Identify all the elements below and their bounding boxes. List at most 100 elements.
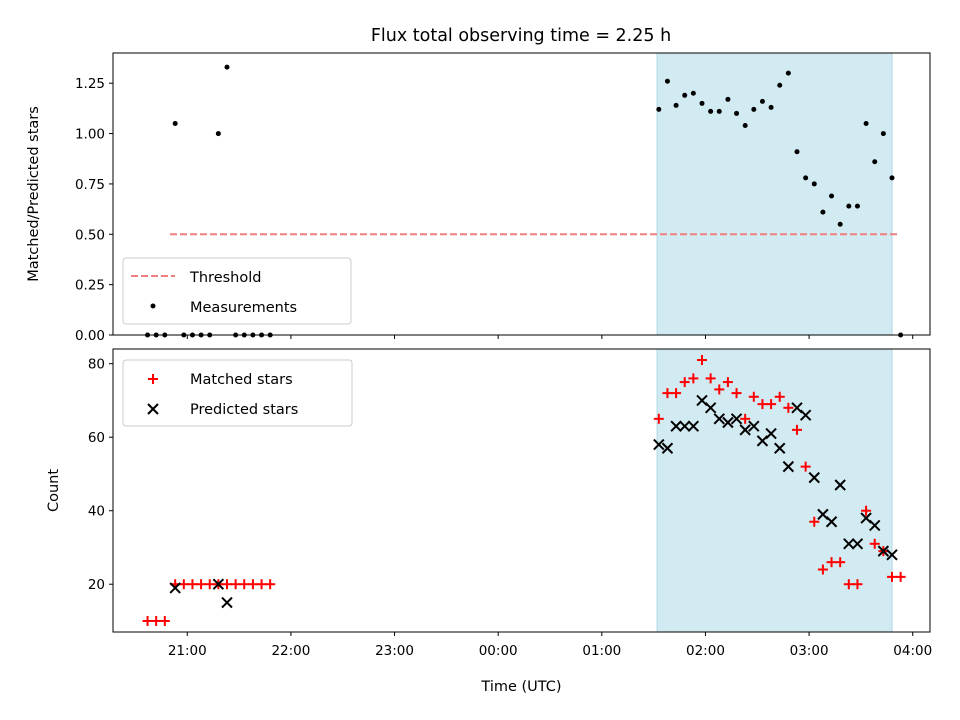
top-legend: Threshold Measurements xyxy=(122,257,352,325)
matched-star-point xyxy=(151,615,162,626)
predicted-star-point xyxy=(739,424,751,436)
matched-star-point xyxy=(256,579,267,590)
matched-star-point xyxy=(142,615,153,626)
x-tick-label: 00:00 xyxy=(479,643,518,659)
predicted-star-point xyxy=(687,420,700,432)
legend-plus-mark xyxy=(148,374,158,384)
measurement-point xyxy=(820,209,826,215)
y-tick-label: 60 xyxy=(88,430,105,446)
measurement-point xyxy=(734,110,740,116)
y-tick-label: 20 xyxy=(88,577,105,593)
matched-star-point xyxy=(835,557,846,568)
measurement-point xyxy=(224,64,230,70)
x-tick-label: 23:00 xyxy=(375,643,414,659)
matched-star-point xyxy=(748,391,759,402)
matched-star-point xyxy=(222,579,232,590)
measurement-point xyxy=(716,108,722,114)
predicted-star-point xyxy=(713,413,725,425)
legend-predicted-label: Predicted stars xyxy=(190,402,298,418)
y-tick-label: 0.50 xyxy=(75,227,105,243)
bottom-panel: 20 40 60 80 21:00 22:00 23:00 00:00 01:00 02:00 0… xyxy=(46,348,932,695)
legend-matched-swatch xyxy=(148,374,158,384)
top-legend-box xyxy=(122,257,352,325)
predicted-star-point xyxy=(782,460,795,473)
x-tick-label: 21:00 xyxy=(168,643,207,659)
measurement-point xyxy=(846,203,852,209)
predicted-star-point xyxy=(722,416,734,429)
measurement-point xyxy=(759,98,765,104)
measurement-point xyxy=(811,181,817,187)
y-tick-label: 80 xyxy=(88,357,105,373)
top-y-ticks: 0.00 0.25 0.50 0.75 1.00 1.25 xyxy=(75,76,113,344)
matched-star-point xyxy=(826,557,837,568)
measurement-point xyxy=(880,131,886,137)
matched-star-point xyxy=(774,391,785,402)
measurement-point xyxy=(664,78,670,84)
chart-title: Flux total observing time = 2.25 h xyxy=(371,26,671,46)
top-highlight-span xyxy=(656,52,893,336)
x-axis-label: Time (UTC) xyxy=(480,679,561,695)
matched-star-point xyxy=(239,579,250,590)
predicted-star-point xyxy=(730,413,743,425)
matched-star-point xyxy=(662,388,673,399)
matched-star-point xyxy=(230,579,241,590)
measurement-point xyxy=(751,106,757,112)
legend-measurements-label: Measurements xyxy=(190,300,297,316)
predicted-star-point xyxy=(221,596,233,609)
bottom-axes-frame xyxy=(112,348,931,633)
matched-star-point xyxy=(861,505,872,516)
x-tick-label: 01:00 xyxy=(582,643,621,659)
measurement-point xyxy=(673,102,679,108)
matched-star-point xyxy=(766,399,777,410)
matched-star-point xyxy=(265,579,276,590)
predicted-star-point xyxy=(808,471,820,484)
matched-star-point xyxy=(159,615,170,626)
matched-star-point xyxy=(247,579,258,590)
measurement-point xyxy=(656,106,662,112)
bottom-legend-box xyxy=(122,359,353,427)
matched-star-point xyxy=(705,373,716,384)
matched-star-point xyxy=(204,579,215,590)
matched-star-point xyxy=(757,399,768,410)
measurement-point xyxy=(215,131,221,137)
matched-star-point xyxy=(187,579,198,590)
predicted-star-point xyxy=(869,519,881,532)
top-data-marks xyxy=(145,64,904,338)
legend-threshold-label: Threshold xyxy=(189,270,261,286)
measurement-point xyxy=(742,123,748,129)
top-panel: 0.00 0.25 0.50 0.75 1.00 1.25 Matched/Predict… xyxy=(26,52,931,344)
predicted-star-point xyxy=(774,442,786,454)
predicted-star-point xyxy=(799,409,812,421)
legend-x-mark xyxy=(147,403,159,415)
predicted-star-point xyxy=(765,427,777,440)
matched-star-point xyxy=(800,461,811,472)
measurement-point xyxy=(690,90,696,96)
predicted-star-point xyxy=(877,545,890,557)
matched-star-point xyxy=(731,388,742,399)
matched-star-point xyxy=(843,579,854,590)
x-tick-label: 04:00 xyxy=(893,643,932,659)
predicted-star-point xyxy=(169,582,181,594)
measurement-point xyxy=(725,96,731,102)
measurement-point xyxy=(699,100,705,106)
matched-star-point xyxy=(887,571,897,582)
measurement-point xyxy=(794,149,800,155)
matched-star-point xyxy=(697,355,707,366)
predicted-star-point xyxy=(825,516,838,528)
matched-star-point xyxy=(852,579,863,590)
y-tick-label: 0.75 xyxy=(75,177,105,193)
predicted-star-point xyxy=(843,538,855,550)
measurement-point xyxy=(682,92,688,98)
bottom-data-marks xyxy=(142,355,906,626)
predicted-star-point xyxy=(212,578,225,590)
measurement-point xyxy=(829,193,835,199)
matched-star-point xyxy=(740,413,751,424)
matched-star-point xyxy=(714,384,725,395)
legend-predicted-swatch xyxy=(147,403,159,415)
measurement-point xyxy=(172,121,178,126)
predicted-star-point xyxy=(704,402,717,414)
legend-measurements-swatch xyxy=(150,303,156,309)
top-x-ticks xyxy=(186,335,914,339)
measurement-point xyxy=(803,175,809,181)
matched-star-point xyxy=(869,538,880,549)
